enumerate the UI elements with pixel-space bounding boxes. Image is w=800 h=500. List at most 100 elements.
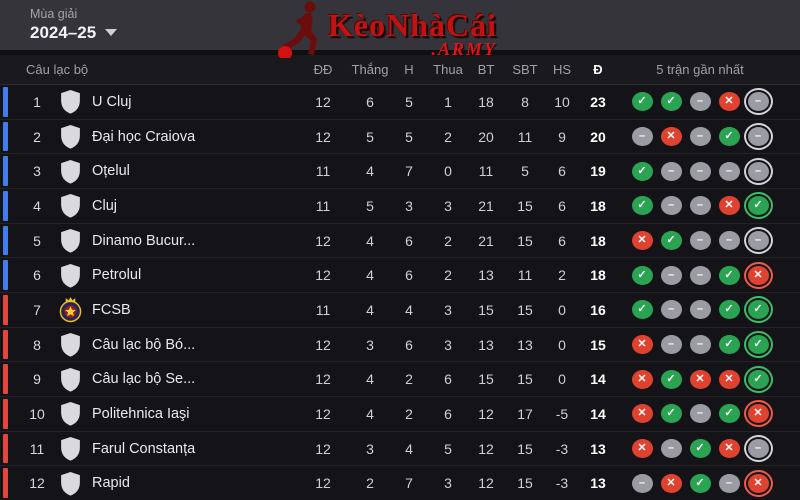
draw-icon[interactable]: – (689, 161, 711, 181)
draw-icon[interactable]: – (718, 231, 740, 251)
win-icon[interactable]: ✓ (747, 196, 769, 216)
win-icon[interactable]: ✓ (718, 335, 740, 355)
win-icon[interactable]: ✓ (660, 92, 682, 112)
win-icon[interactable]: ✓ (660, 231, 682, 251)
win-icon[interactable]: ✓ (660, 369, 682, 389)
stat-draw: 6 (405, 267, 413, 284)
table-row[interactable]: 2 Đại học Craiova 12 5 5 2 20 11 9 20 – ✕… (0, 118, 800, 154)
draw-icon[interactable]: – (689, 196, 711, 216)
stat-won: 4 (366, 405, 374, 422)
table-row[interactable]: 3 Oțelul 11 4 7 0 11 5 6 19 ✓ – – – – (0, 153, 800, 189)
stat-played: 12 (315, 405, 331, 422)
stat-draw: 7 (405, 163, 413, 180)
team-name: Oțelul (92, 163, 130, 180)
win-icon[interactable]: ✓ (718, 265, 740, 285)
draw-icon[interactable]: – (689, 127, 711, 146)
recent-form: ✓ – – ✓ ✓ (622, 300, 778, 320)
draw-icon[interactable]: – (660, 161, 682, 181)
loss-icon[interactable]: ✕ (718, 369, 740, 389)
win-icon[interactable]: ✓ (718, 300, 740, 320)
loss-icon[interactable]: ✕ (718, 196, 740, 216)
table-row[interactable]: 7 FCSB 11 4 4 3 15 15 0 16 ✓ – – ✓ ✓ (0, 292, 800, 327)
zone-indicator-bar (3, 260, 8, 291)
draw-icon[interactable]: – (631, 473, 653, 493)
loss-icon[interactable]: ✕ (747, 473, 769, 493)
table-row[interactable]: 12 Rapid 12 2 7 3 12 15 -3 13 – ✕ ✓ – ✕ (0, 465, 800, 500)
loss-icon[interactable]: ✕ (747, 265, 769, 285)
win-icon[interactable]: ✓ (718, 404, 740, 424)
draw-icon[interactable]: – (747, 161, 769, 181)
loss-icon[interactable]: ✕ (689, 369, 711, 389)
rank-number: 12 (29, 475, 45, 492)
stat-won: 2 (366, 475, 374, 492)
win-icon[interactable]: ✓ (747, 300, 769, 320)
draw-icon[interactable]: – (689, 335, 711, 355)
win-icon[interactable]: ✓ (631, 265, 653, 285)
loss-icon[interactable]: ✕ (631, 231, 653, 251)
draw-icon[interactable]: – (747, 439, 769, 459)
table-row[interactable]: 9 Câu lạc bộ Se... 12 4 2 6 15 15 0 14 ✕… (0, 361, 800, 397)
season-label: Mùa giải (30, 7, 78, 21)
win-icon[interactable]: ✓ (689, 439, 711, 459)
draw-icon[interactable]: – (660, 335, 682, 355)
loss-icon[interactable]: ✕ (660, 473, 682, 493)
win-icon[interactable]: ✓ (631, 92, 653, 112)
win-icon[interactable]: ✓ (689, 473, 711, 493)
win-icon[interactable]: ✓ (747, 335, 769, 355)
draw-icon[interactable]: – (689, 92, 711, 112)
draw-icon[interactable]: – (718, 161, 740, 181)
table-row[interactable]: 11 Farul Constanța 12 3 4 5 12 15 -3 13 … (0, 430, 800, 466)
win-icon[interactable]: ✓ (631, 161, 653, 181)
win-icon[interactable]: ✓ (747, 369, 769, 389)
win-icon[interactable]: ✓ (660, 404, 682, 424)
table-row[interactable]: 10 Politehnica Iaşi 12 4 2 6 12 17 -5 14… (0, 396, 800, 431)
table-row[interactable]: 8 Câu lạc bộ Bó... 12 3 6 3 13 13 0 15 ✕… (0, 326, 800, 362)
stat-goals-against: 15 (517, 371, 533, 388)
season-dropdown[interactable]: Mùa giải 2024–25 (30, 7, 118, 43)
draw-icon[interactable]: – (660, 439, 682, 459)
loss-icon[interactable]: ✕ (718, 439, 740, 459)
loss-icon[interactable]: ✕ (660, 127, 682, 146)
table-row[interactable]: 6 Petrolul 12 4 6 2 13 11 2 18 ✓ – – ✓ ✕ (0, 257, 800, 293)
loss-icon[interactable]: ✕ (631, 404, 653, 424)
draw-icon[interactable]: – (689, 231, 711, 251)
loss-icon[interactable]: ✕ (631, 369, 653, 389)
team-name: Đại học Craiova (92, 128, 196, 145)
draw-icon[interactable]: – (689, 300, 711, 320)
stat-goal-diff: -5 (555, 405, 569, 422)
draw-icon[interactable]: – (689, 265, 711, 285)
table-row[interactable]: 4 Cluj 11 5 3 3 21 15 6 18 ✓ – – ✕ ✓ (0, 188, 800, 223)
draw-icon[interactable]: – (747, 92, 769, 112)
draw-icon[interactable]: – (747, 127, 769, 146)
header-won: Thắng (351, 62, 389, 77)
draw-icon[interactable]: – (660, 265, 682, 285)
loss-icon[interactable]: ✕ (747, 404, 769, 424)
loss-icon[interactable]: ✕ (631, 439, 653, 459)
chevron-down-icon (105, 29, 118, 36)
stat-lost: 1 (444, 93, 452, 110)
stat-goals-for: 21 (478, 232, 494, 249)
stat-points: 18 (590, 232, 606, 249)
win-icon[interactable]: ✓ (631, 300, 653, 320)
rank-number: 4 (33, 197, 41, 214)
win-icon[interactable]: ✓ (718, 127, 740, 146)
table-row[interactable]: 1 U Cluj 12 6 5 1 18 8 10 23 ✓ ✓ – ✕ – (0, 85, 800, 119)
draw-icon[interactable]: – (660, 300, 682, 320)
stat-draw: 4 (405, 301, 413, 318)
stat-goals-against: 5 (521, 163, 529, 180)
draw-icon[interactable]: – (718, 473, 740, 493)
loss-icon[interactable]: ✕ (631, 335, 653, 355)
loss-icon[interactable]: ✕ (718, 92, 740, 112)
stat-lost: 2 (444, 267, 452, 284)
stat-goal-diff: 6 (558, 163, 566, 180)
table-row[interactable]: 5 Dinamo Bucur... 12 4 6 2 21 15 6 18 ✕ ✓… (0, 222, 800, 258)
draw-icon[interactable]: – (747, 231, 769, 251)
stat-goal-diff: 2 (558, 267, 566, 284)
draw-icon[interactable]: – (660, 196, 682, 216)
win-icon[interactable]: ✓ (631, 196, 653, 216)
stat-goal-diff: -3 (555, 440, 569, 457)
draw-icon[interactable]: – (631, 127, 653, 146)
team-name: U Cluj (92, 93, 132, 110)
draw-icon[interactable]: – (689, 404, 711, 424)
stat-points: 14 (590, 371, 606, 388)
